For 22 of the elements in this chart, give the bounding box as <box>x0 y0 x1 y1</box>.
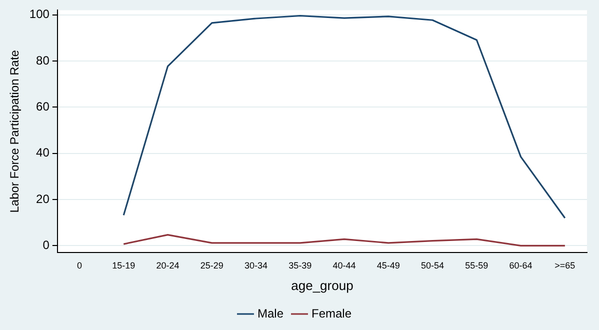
x-tick-label: 45-49 <box>376 260 400 270</box>
legend-label: Male <box>257 306 284 320</box>
x-axis-title: age_group <box>291 278 354 293</box>
x-tick-label: 30-34 <box>244 260 268 270</box>
y-tick-label: 40 <box>36 146 50 160</box>
y-axis-title: Labor Force Participation Rate <box>8 50 22 213</box>
y-tick-label: 20 <box>36 192 50 206</box>
x-tick-label: 15-19 <box>112 260 136 270</box>
x-tick-label: 40-44 <box>332 260 356 270</box>
x-tick-label: 35-39 <box>288 260 312 270</box>
y-tick-label: 80 <box>36 53 50 68</box>
y-tick-label: 0 <box>42 238 50 252</box>
x-tick-label: 60-64 <box>509 260 532 270</box>
x-tick-label: >=65 <box>554 260 576 270</box>
x-tick-label: 0 <box>76 260 82 270</box>
x-tick-label: 55-59 <box>465 260 488 270</box>
y-tick-label: 60 <box>36 99 50 114</box>
y-tick-label: 100 <box>29 7 50 22</box>
legend-label: Female <box>312 306 352 320</box>
x-tick-label: 50-54 <box>421 260 444 270</box>
x-tick-label: 20-24 <box>156 260 180 270</box>
x-tick-label: 25-29 <box>200 260 224 270</box>
